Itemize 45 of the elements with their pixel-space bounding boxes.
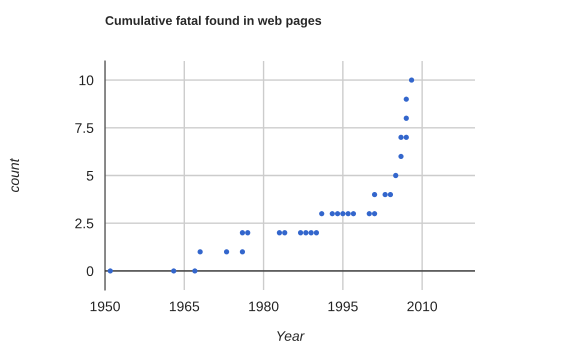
point xyxy=(346,211,351,216)
point xyxy=(192,268,198,274)
y-tick-label: 2.5 xyxy=(75,218,94,228)
x-tick-label: 1950 xyxy=(90,301,120,312)
point xyxy=(108,268,113,274)
point xyxy=(282,230,288,236)
point xyxy=(388,192,394,198)
point xyxy=(171,268,176,274)
x-tick-label: 1965 xyxy=(170,301,200,312)
y-tick-label: 7.5 xyxy=(75,123,94,133)
x-tick-label: 1980 xyxy=(249,301,278,312)
point xyxy=(198,249,203,254)
point xyxy=(224,249,230,254)
point xyxy=(308,230,314,236)
chart-title: Cumulative fatal found in web pages xyxy=(106,16,322,28)
point xyxy=(398,134,404,140)
point xyxy=(398,154,404,160)
point xyxy=(330,211,335,216)
point xyxy=(303,230,308,236)
point xyxy=(372,192,378,198)
point xyxy=(334,211,340,216)
point xyxy=(404,134,409,140)
point xyxy=(240,249,246,254)
point xyxy=(382,192,388,198)
y-tick-label: 10 xyxy=(80,75,94,86)
point xyxy=(314,230,320,236)
y-tick-label: 5 xyxy=(86,170,94,181)
point xyxy=(366,211,372,216)
y-tick-label: 0 xyxy=(86,266,94,276)
point xyxy=(404,116,409,121)
point xyxy=(298,230,304,236)
x-axis-title: Year xyxy=(277,331,305,341)
point xyxy=(240,230,246,236)
point xyxy=(393,172,398,178)
point xyxy=(245,230,250,236)
y-axis-title: count xyxy=(10,158,20,192)
point xyxy=(404,96,409,102)
point xyxy=(340,211,346,216)
point xyxy=(350,211,356,216)
point xyxy=(276,230,282,236)
point xyxy=(319,211,324,216)
x-tick-label: 1995 xyxy=(328,301,358,312)
point xyxy=(408,77,414,83)
x-tick-label: 2010 xyxy=(407,301,438,312)
point xyxy=(372,211,378,216)
